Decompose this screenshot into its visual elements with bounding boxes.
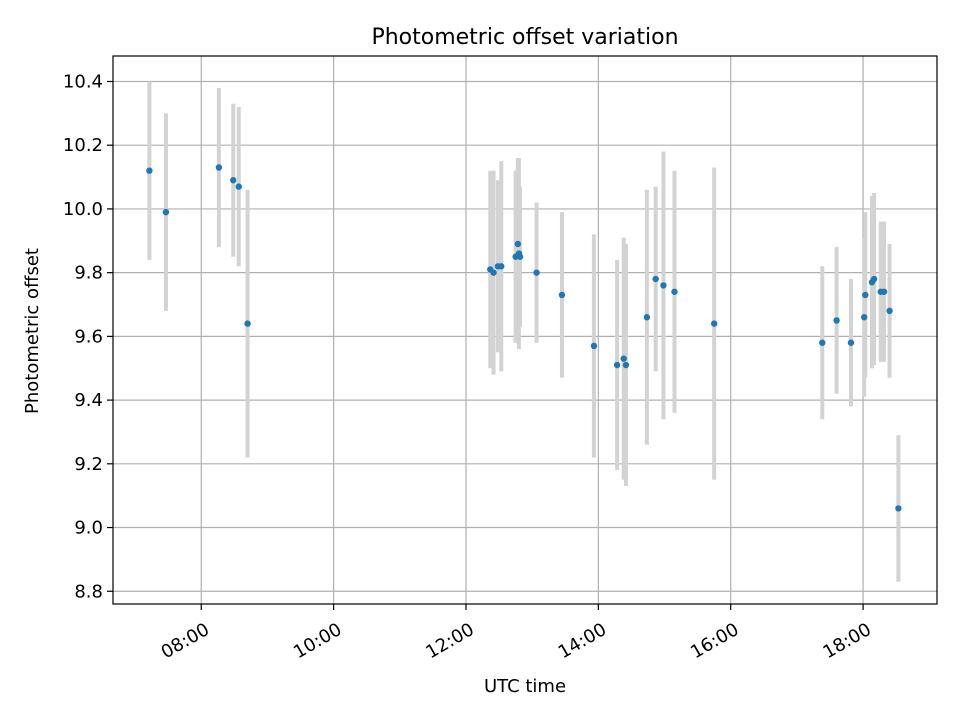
y-tick-label: 9.8 (74, 263, 103, 284)
data-point (643, 314, 651, 321)
chart-title: Photometric offset variation (371, 25, 678, 50)
data-point (230, 177, 237, 184)
data-point (590, 342, 598, 350)
y-tick-label: 9.4 (74, 390, 103, 411)
data-point (660, 282, 667, 289)
data-points (146, 164, 902, 512)
data-point (215, 164, 223, 171)
y-tick-label: 10.4 (63, 71, 103, 92)
data-point (819, 339, 826, 346)
data-point (558, 291, 566, 299)
data-point (244, 320, 251, 327)
data-point (620, 355, 627, 362)
data-point (895, 505, 902, 512)
x-axis-label: UTC time (484, 676, 566, 697)
y-tick-label: 8.8 (74, 581, 103, 602)
data-point (146, 167, 153, 174)
data-point (235, 183, 242, 190)
data-point (886, 307, 893, 315)
data-point (613, 361, 621, 369)
y-axis-label: Photometric offset (22, 248, 43, 414)
data-point (860, 314, 868, 321)
data-point (516, 253, 524, 260)
data-point (652, 275, 659, 283)
data-point (870, 275, 878, 283)
y-tick-label: 9.0 (74, 518, 103, 539)
y-axis-ticks: 8.8 9.0 9.2 9.4 9.6 9.8 10.0 10.2 10.4 (63, 71, 113, 602)
data-point (514, 240, 522, 248)
y-tick-label: 9.2 (74, 454, 103, 475)
y-tick-label: 10.2 (63, 135, 103, 156)
data-point (498, 263, 505, 270)
data-point (833, 317, 840, 324)
y-tick-label: 9.6 (74, 326, 103, 347)
data-point (162, 208, 170, 216)
data-point (862, 291, 869, 299)
grid (113, 56, 937, 604)
data-point (671, 288, 678, 295)
data-point (880, 288, 888, 295)
data-point (490, 269, 497, 276)
data-point (847, 339, 855, 346)
data-point (533, 269, 540, 276)
data-point (710, 320, 718, 327)
plot-frame (112, 55, 938, 605)
y-tick-label: 10.0 (63, 199, 103, 220)
data-point (622, 361, 630, 369)
